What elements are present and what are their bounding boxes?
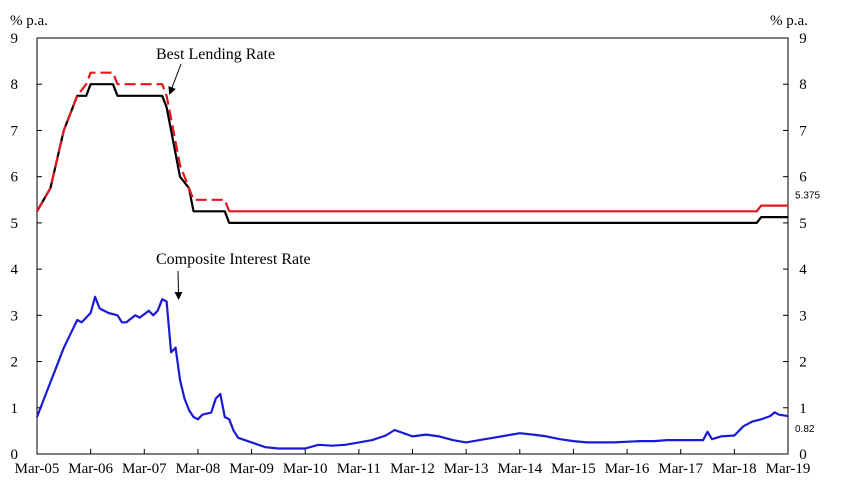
y-tick-label-right: 0 xyxy=(799,447,807,463)
x-tick-label: Mar-10 xyxy=(283,461,328,477)
annotation-arrow xyxy=(168,63,182,95)
y-tick-label-left: 7 xyxy=(11,123,19,139)
x-tick-label: Mar-06 xyxy=(68,461,113,477)
x-tick-label: Mar-15 xyxy=(551,461,596,477)
plot-frame xyxy=(36,37,789,455)
end-value-label: 0.82 xyxy=(795,424,815,435)
x-tick-label: Mar-19 xyxy=(766,461,811,477)
y-unit-right: % p.a. xyxy=(770,13,808,29)
x-tick-label: Mar-08 xyxy=(176,461,221,477)
x-tick-label: Mar-18 xyxy=(712,461,757,477)
y-tick-label-right: 9 xyxy=(799,31,807,47)
series-line xyxy=(35,295,789,450)
x-tick-label: Mar-09 xyxy=(229,461,274,477)
annotations: Best Lending Rate Composite Interest Rate… xyxy=(156,46,820,435)
y-tick-label-left: 2 xyxy=(11,355,19,371)
x-tick-label: Mar-07 xyxy=(122,461,167,477)
y-tick-label-right: 8 xyxy=(799,77,807,93)
y-tick-label-right: 4 xyxy=(799,262,807,278)
x-tick-label: Mar-17 xyxy=(658,461,703,477)
y-tick-label-right: 6 xyxy=(799,170,807,186)
y-tick-label-right: 2 xyxy=(799,355,807,371)
y-tick-label-left: 6 xyxy=(11,170,19,186)
series-line xyxy=(36,71,231,212)
y-tick-label-left: 0 xyxy=(11,447,19,463)
annotation-best-lending-rate: Best Lending Rate xyxy=(156,46,275,63)
axis-ticks: 0 0 1 1 2 2 3 3 4 4 5 5 6 6 7 7 8 8 9 9 Mar-05 Mar-06 Mar-07 Ma… xyxy=(11,31,811,477)
end-value-label: 5.375 xyxy=(795,191,820,202)
series-line xyxy=(229,204,788,213)
y-tick-label-right: 1 xyxy=(799,401,807,417)
x-tick-label: Mar-11 xyxy=(337,461,381,477)
y-tick-label-left: 8 xyxy=(11,77,19,93)
annotation-composite-interest-rate: Composite Interest Rate xyxy=(156,251,311,268)
x-tick-label: Mar-12 xyxy=(390,461,435,477)
y-tick-label-right: 3 xyxy=(799,308,807,324)
x-tick-label: Mar-14 xyxy=(497,461,542,477)
series-layer xyxy=(35,71,789,450)
y-unit-left: % p.a. xyxy=(10,13,48,29)
y-tick-label-left: 9 xyxy=(11,31,19,47)
x-tick-label: Mar-16 xyxy=(605,461,650,477)
y-tick-label-left: 4 xyxy=(11,262,19,278)
y-tick-label-left: 3 xyxy=(11,308,19,324)
y-tick-label-right: 7 xyxy=(799,123,807,139)
x-tick-label: Mar-05 xyxy=(15,461,60,477)
y-tick-label-left: 1 xyxy=(11,401,19,417)
y-tick-label-left: 5 xyxy=(11,216,19,232)
y-tick-label-right: 5 xyxy=(799,216,807,232)
series-line xyxy=(36,83,788,224)
annotation-arrow xyxy=(174,270,183,300)
x-tick-label: Mar-13 xyxy=(444,461,489,477)
